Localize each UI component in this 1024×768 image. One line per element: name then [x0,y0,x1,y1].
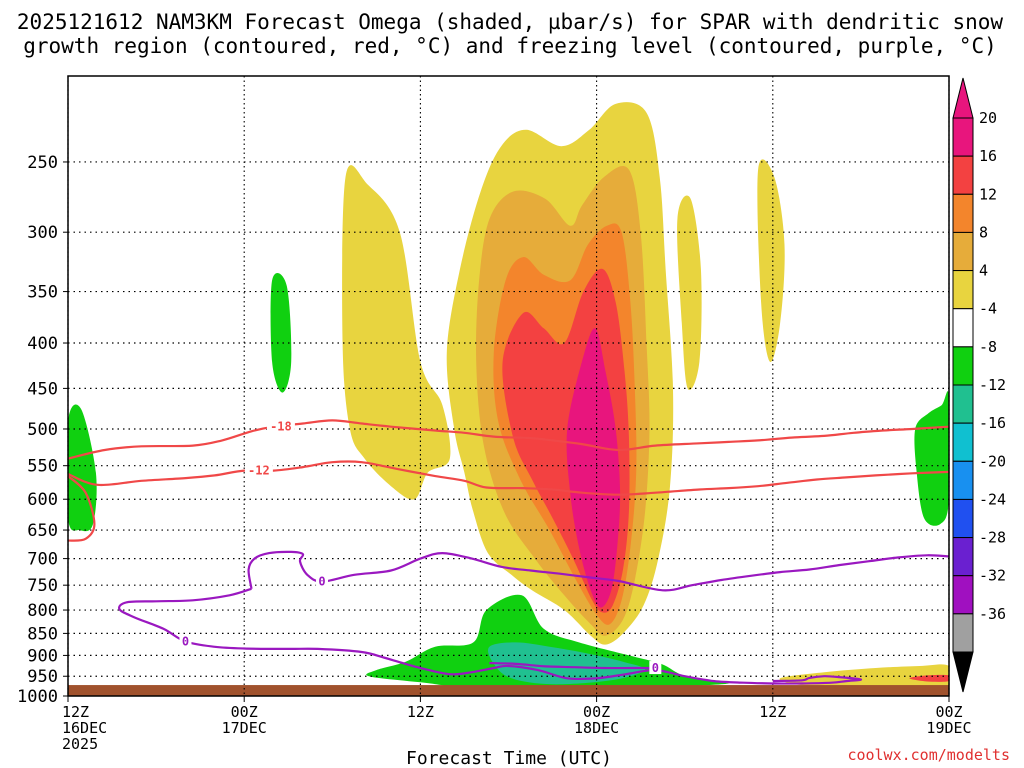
ytick-label-500: 500 [27,420,58,440]
ytick-label-350: 350 [27,283,58,303]
ytick-label-400: 400 [27,334,58,354]
ytick-label-800: 800 [27,601,58,621]
pressure-axis: 2503003504004505005506006507007508008509… [17,153,68,707]
ytick-label-1000: 1000 [17,687,58,707]
xtick-label-0-1: 12Z [62,703,89,721]
xtick-label-5-2: 19DEC [926,719,971,737]
colorbar-bottom-arrow [952,651,974,693]
omega-shading [68,102,949,691]
ytick-label-700: 700 [27,550,58,570]
ytick-label-300: 300 [27,223,58,243]
colorbar-label-4: 4 [979,262,988,280]
freezing-contour-1 [118,587,863,685]
colorbar-swatch-9 [952,460,974,500]
credit-text: coolwx.com/modelts [847,746,1010,764]
pressure-gridlines [68,161,949,677]
colorbar-top-arrow [952,77,974,119]
omega-region-20-5 [566,328,621,608]
colorbar-label-12: -32 [979,567,1006,585]
freezing-label-2: 0 [652,661,659,675]
ytick-label-250: 250 [27,153,58,173]
colorbar-swatch-6 [952,346,974,386]
omega-colorbar: 20 16 12 8 4 -4 -8 -12 -16 -20 -24 -28 -32 -36 [952,77,1006,693]
colorbar-swatch-11 [952,537,974,577]
chart-title-line1: 2025121612 NAM3KM Forecast Omega (shaded… [17,10,1004,34]
freezing-label-1: 0 [182,634,189,648]
xtick-label-3-1: 00Z [583,703,610,721]
dgz-label-bg-0 [266,419,295,433]
x-axis-label: Forecast Time (UTC) [406,748,612,768]
dgz-label-0: -18 [270,420,292,434]
colorbar-swatch-7 [952,384,974,424]
colorbar-label-1: 16 [979,147,997,165]
freezing-contour-2 [489,661,656,670]
colorbar-label-8: -16 [979,414,1006,432]
ytick-label-850: 850 [27,624,58,644]
omega-region-4-7 [757,159,785,363]
colorbar-swatch-10 [952,498,974,539]
omega-region-4-0 [342,165,451,500]
omega-region-4-6 [677,195,702,391]
dgz-contour-1 [68,460,949,496]
omega-region-16-14 [909,674,949,682]
omega-region-4-13 [779,664,949,688]
xtick-label-2-1: 12Z [407,703,434,721]
colorbar-label-3: 8 [979,223,988,241]
colorbar-label-7: -12 [979,376,1006,394]
temperature-contours [68,419,949,685]
dgz-label-bg-1 [244,463,273,477]
freezing-contour-0 [247,550,949,592]
xtick-label-1-2: 17DEC [222,719,267,737]
xtick-label-3-2: 18DEC [574,719,619,737]
colorbar-swatch-4 [952,270,974,310]
ground-layer [68,685,949,696]
freezing-label-0: 0 [318,575,325,589]
colorbar-label-2: 12 [979,185,997,203]
ytick-label-450: 450 [27,379,58,399]
omega-region--4-10 [914,391,949,526]
xtick-label-5-1: 00Z [935,703,962,721]
ytick-label-950: 950 [27,667,58,687]
freezing-label-bg-2 [649,661,662,675]
colorbar-label-6: -8 [979,338,997,356]
colorbar-swatch-0 [952,117,974,157]
plot-frame [67,75,950,697]
colorbar-swatch-3 [952,231,974,272]
colorbar-label-5: -4 [979,300,997,318]
ytick-label-750: 750 [27,576,58,596]
chart-title-line2: growth region (contoured, red, °C) and f… [23,34,997,58]
freezing-label-bg-0 [316,574,329,588]
colorbar-swatch-8 [952,422,974,462]
colorbar-swatch-2 [952,193,974,233]
ytick-label-900: 900 [27,646,58,666]
omega-region--8-12 [488,642,646,685]
colorbar-label-0: 20 [979,109,997,127]
colorbar-label-13: -36 [979,605,1006,623]
colorbar-swatch-1 [952,155,974,195]
colorbar-label-9: -20 [979,452,1006,470]
xtick-label-1-1: 00Z [231,703,258,721]
colorbar-swatch-12 [952,575,974,615]
colorbar-swatch-5 [952,308,974,348]
dgz-contour-0 [68,419,949,460]
colorbar-label-11: -28 [979,529,1006,547]
ytick-label-550: 550 [27,457,58,477]
omega-region--4-8 [270,273,292,393]
dgz-label-1: -12 [248,464,270,478]
xtick-label-0-2: 16DEC [62,719,107,737]
xtick-label-0-3: 2025 [62,735,98,753]
contour-labels: -18 -12 0 0 0 [179,419,662,675]
dgz-contour-2 [68,475,96,542]
freezing-label-bg-1 [179,634,192,648]
ytick-label-600: 600 [27,490,58,510]
ytick-label-650: 650 [27,521,58,541]
colorbar-label-10: -24 [979,490,1006,508]
colorbar-swatch-13 [952,613,974,653]
xtick-label-4-1: 12Z [759,703,786,721]
ground-fill [68,685,949,696]
